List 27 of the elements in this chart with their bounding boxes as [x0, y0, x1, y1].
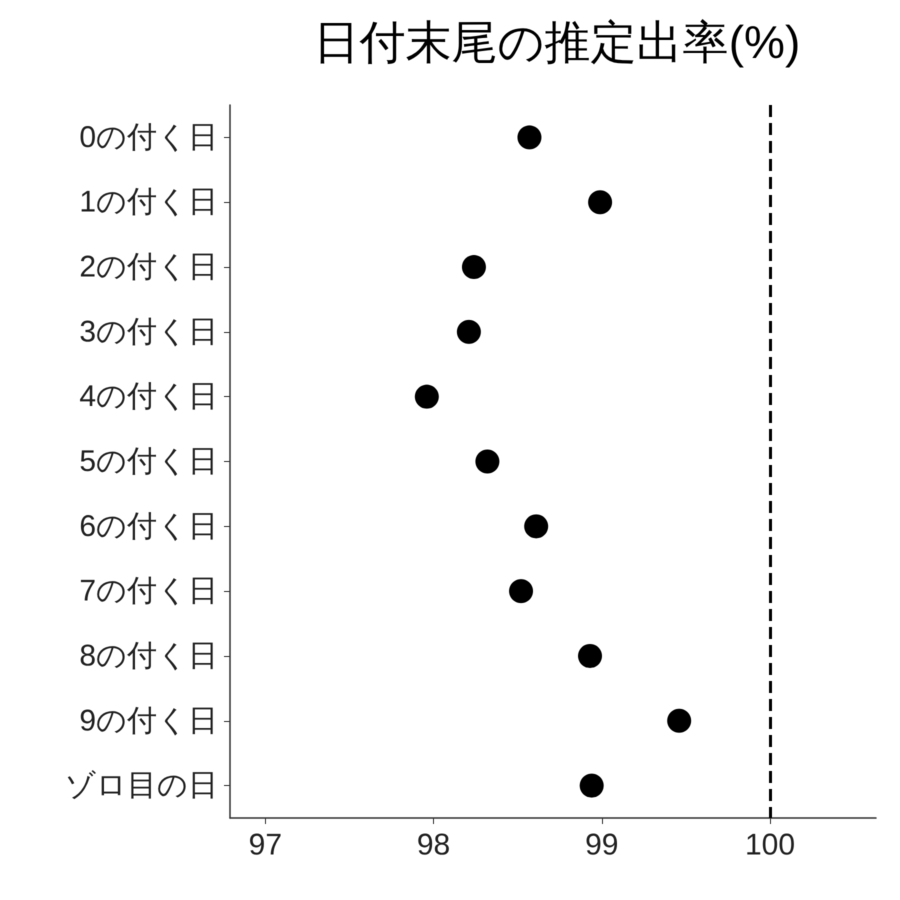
point	[517, 125, 542, 150]
y-tick-label: 1の付く日	[79, 186, 218, 219]
point	[580, 774, 604, 798]
y-tick-label: 3の付く日	[79, 315, 218, 348]
point	[475, 450, 500, 474]
y-tick-label: 5の付く日	[79, 445, 218, 478]
x-tick-label: 100	[744, 828, 796, 862]
chart-title: 日付末尾の推定出率(%)	[314, 16, 800, 68]
y-tick-label: 6の付く日	[79, 510, 218, 543]
point	[578, 644, 602, 668]
point	[524, 514, 548, 538]
y-tick-label: 9の付く日	[79, 704, 218, 738]
point	[456, 320, 481, 344]
point	[509, 579, 534, 604]
y-tick-label: 7の付く日	[79, 574, 218, 608]
point	[588, 190, 612, 214]
point	[667, 708, 692, 733]
y-tick-label: ゾロ目の日	[65, 769, 218, 802]
x-tick-label: 99	[585, 828, 618, 862]
y-tick-label: 0の付く日	[79, 120, 218, 154]
y-tick-label: 8の付く日	[79, 639, 218, 672]
x-tick-label: 97	[248, 828, 282, 862]
x-tick-label: 98	[416, 828, 450, 862]
point	[414, 384, 439, 409]
y-tick-label: 4の付く日	[79, 380, 218, 414]
y-tick-label: 2の付く日	[79, 250, 218, 284]
point	[462, 255, 486, 280]
